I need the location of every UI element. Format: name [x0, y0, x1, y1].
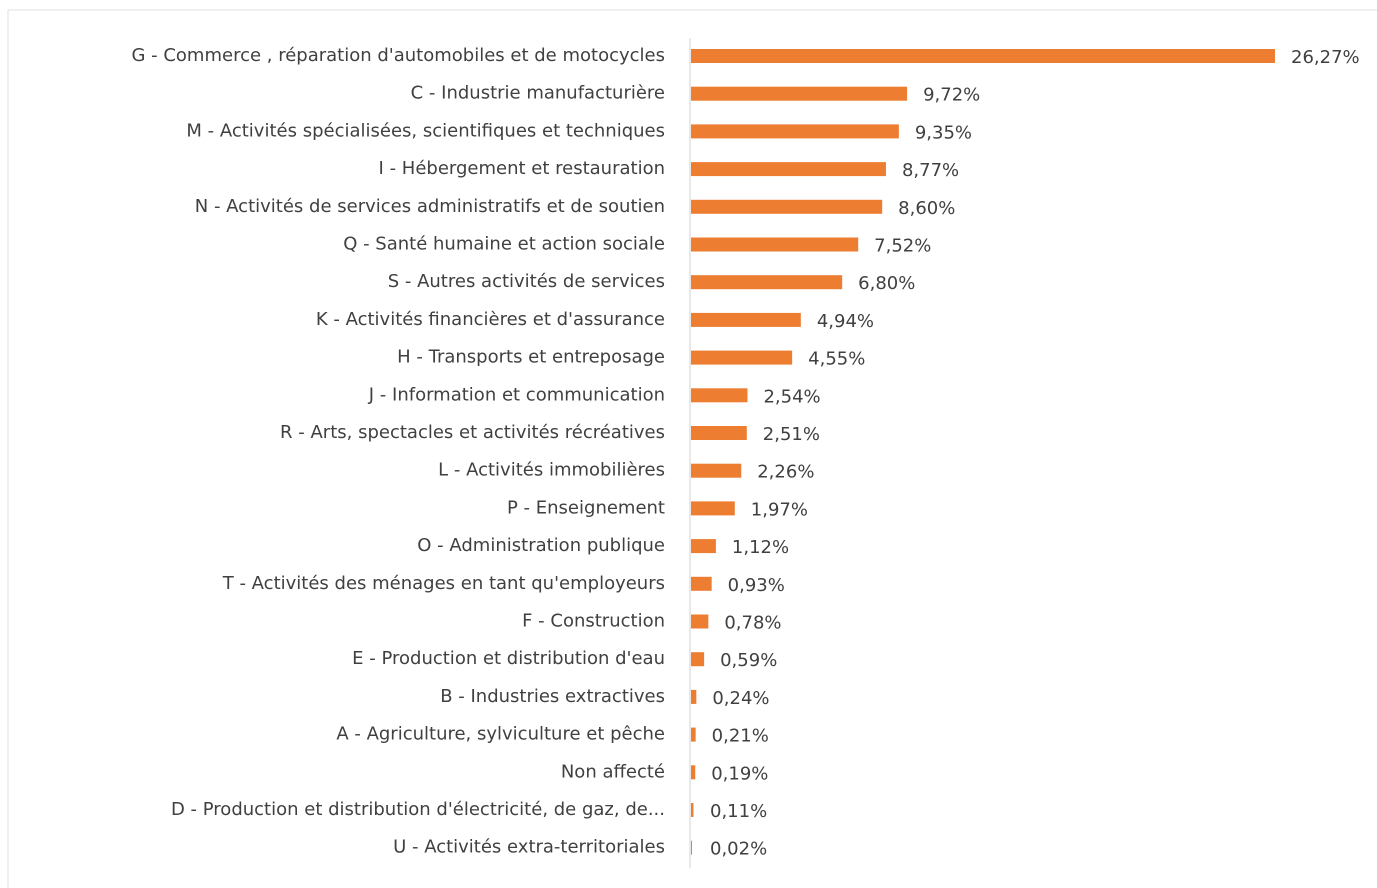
- value-label: 2,51%: [763, 424, 820, 445]
- bar: [691, 501, 735, 516]
- value-label: 8,77%: [902, 160, 959, 181]
- bar: [691, 803, 694, 817]
- value-label: 6,80%: [858, 273, 915, 294]
- category-label: B - Industries extractives: [440, 686, 665, 707]
- value-label: 8,60%: [898, 198, 955, 219]
- bar: [691, 388, 748, 403]
- bar: [691, 463, 742, 478]
- category-label: K - Activités financières et d'assurance: [316, 309, 665, 330]
- category-label: M - Activités spécialisées, scientifique…: [186, 120, 665, 141]
- category-label: C - Industrie manufacturière: [411, 83, 665, 104]
- category-label: D - Production et distribution d'électri…: [171, 799, 665, 820]
- bar: [691, 765, 696, 780]
- bar: [691, 727, 696, 742]
- bar: [691, 426, 747, 440]
- value-label: 9,72%: [923, 85, 980, 106]
- category-label: E - Production et distribution d'eau: [352, 648, 665, 669]
- bar: [691, 162, 886, 177]
- value-label: 0,11%: [710, 801, 767, 822]
- category-label: S - Autres activités de services: [388, 271, 665, 292]
- value-label: 9,35%: [915, 122, 972, 143]
- category-label: A - Agriculture, sylviculture et pêche: [336, 724, 665, 745]
- value-label: 1,12%: [732, 537, 789, 558]
- value-label: 0,21%: [712, 726, 769, 747]
- value-label: 7,52%: [874, 236, 931, 257]
- value-label: 0,78%: [724, 613, 781, 634]
- category-label: F - Construction: [522, 611, 665, 632]
- value-label: 2,54%: [763, 386, 820, 407]
- category-label: U - Activités extra-territoriales: [393, 837, 665, 858]
- category-label: T - Activités des ménages en tant qu'emp…: [222, 573, 665, 594]
- bar: [691, 840, 692, 855]
- value-label: 0,02%: [710, 839, 767, 860]
- bar: [691, 199, 883, 214]
- category-label: O - Administration publique: [417, 535, 665, 556]
- bar: [691, 539, 716, 554]
- bar: [691, 275, 843, 290]
- category-label: N - Activités de services administratifs…: [195, 196, 665, 217]
- bar: [691, 614, 709, 629]
- category-label: L - Activités immobilières: [438, 460, 665, 481]
- value-label: 0,59%: [720, 650, 777, 671]
- value-label: 4,55%: [808, 349, 865, 370]
- category-label: Q - Santé humaine et action sociale: [343, 234, 665, 255]
- category-label: P - Enseignement: [507, 497, 665, 518]
- chart-frame: [7, 9, 1377, 888]
- value-label: 0,93%: [728, 575, 785, 596]
- category-label: H - Transports et entreposage: [397, 347, 665, 368]
- bar: [691, 124, 899, 139]
- bar: [691, 350, 793, 365]
- value-label: 0,24%: [712, 688, 769, 709]
- value-label: 1,97%: [751, 499, 808, 520]
- bar: [691, 49, 1275, 63]
- category-label: I - Hébergement et restauration: [379, 158, 665, 179]
- category-label: R - Arts, spectacles et activités récréa…: [280, 422, 665, 443]
- bar: [691, 652, 705, 667]
- category-label: J - Information et communication: [368, 384, 665, 405]
- value-label: 2,26%: [757, 462, 814, 483]
- bar: [691, 576, 712, 591]
- value-label: 4,94%: [817, 311, 874, 332]
- value-label: 0,19%: [711, 763, 768, 784]
- category-label: G - Commerce , réparation d'automobiles …: [131, 45, 665, 66]
- bar: [691, 86, 908, 101]
- category-label: Non affecté: [561, 761, 665, 782]
- value-label: 26,27%: [1291, 47, 1360, 68]
- bar: [691, 312, 801, 327]
- bar: [691, 237, 859, 252]
- bar: [691, 689, 697, 704]
